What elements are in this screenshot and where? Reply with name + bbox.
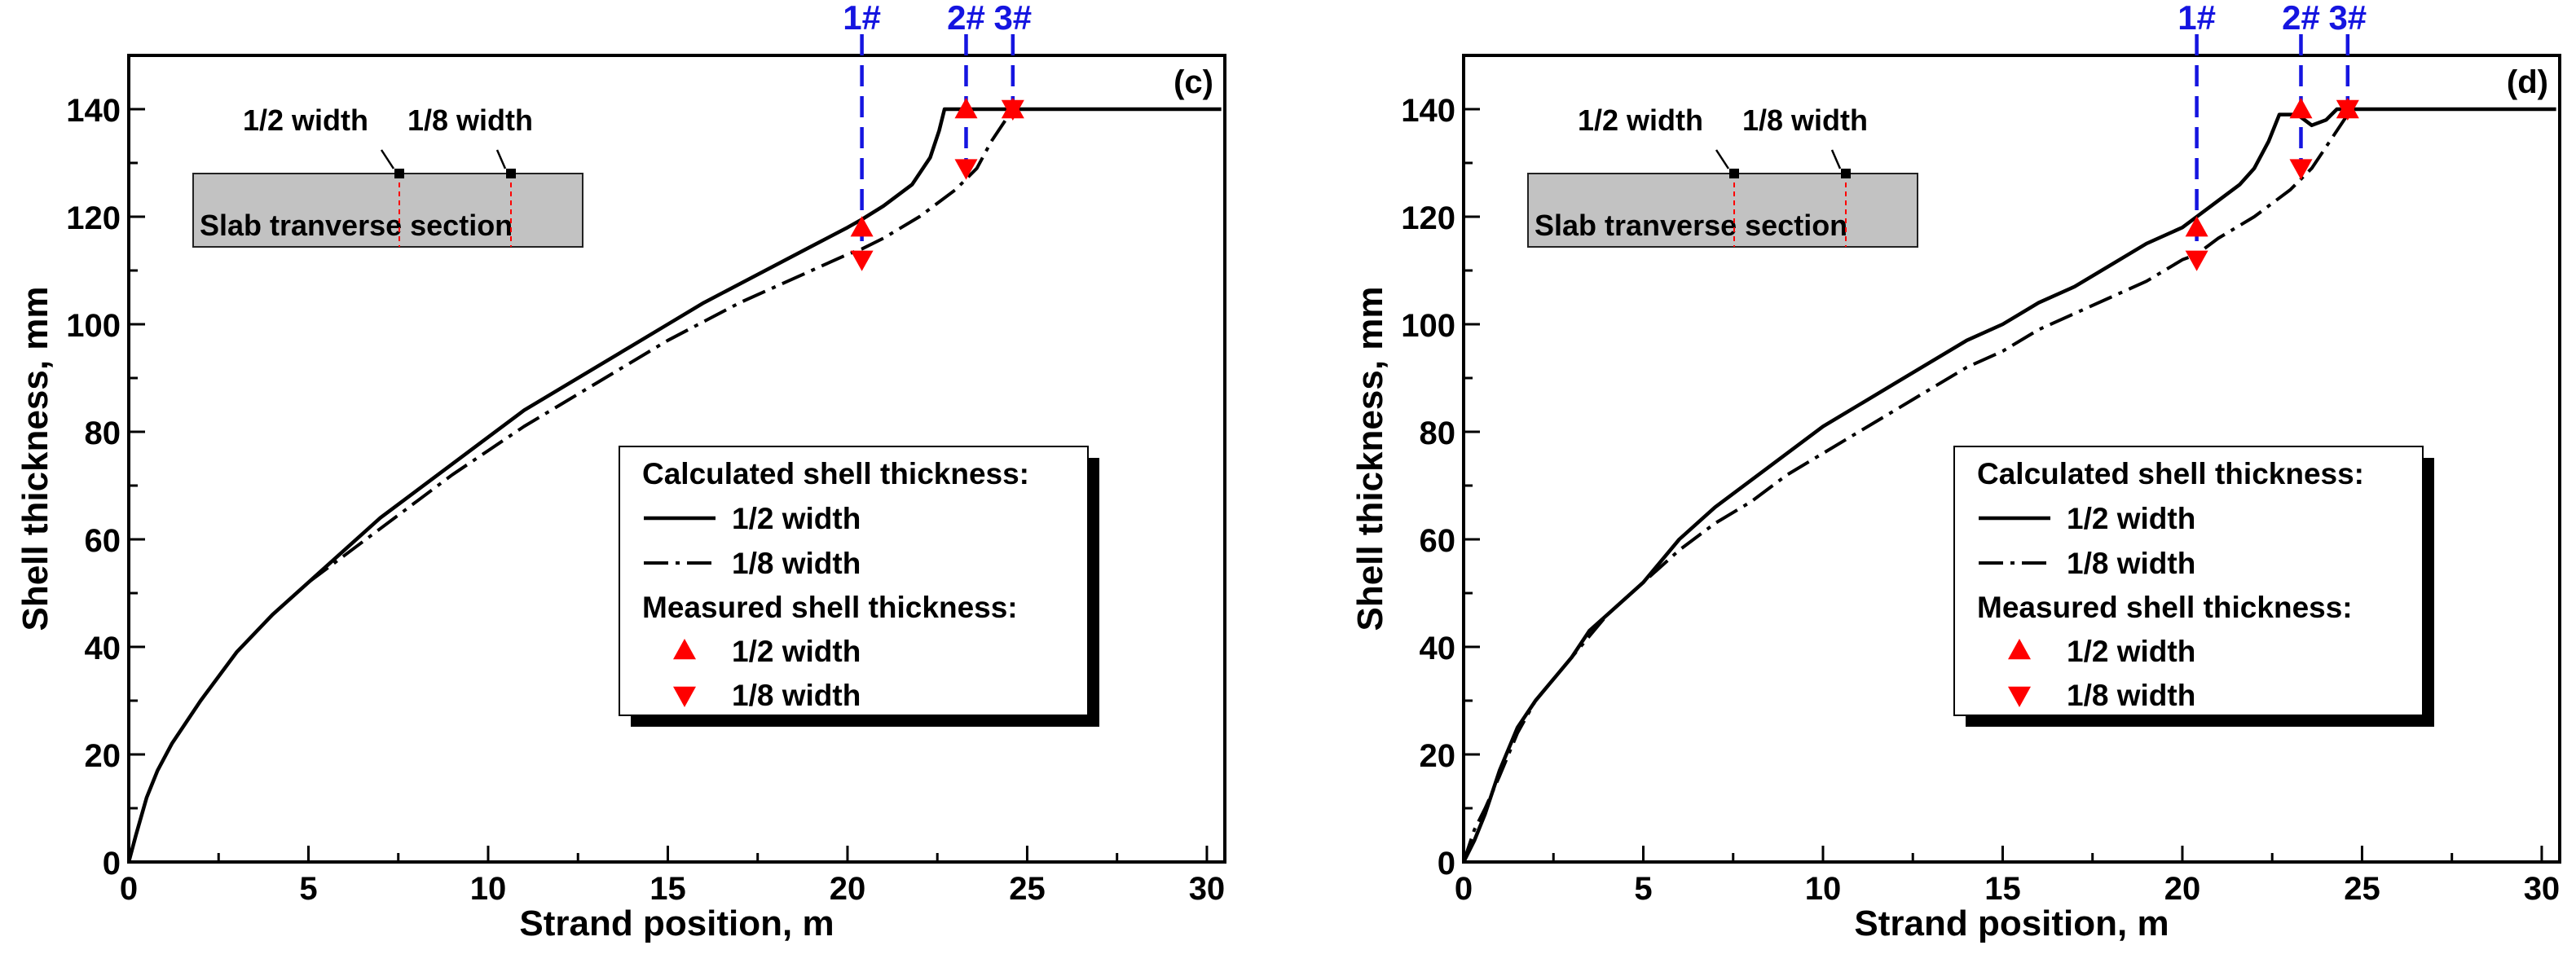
y-tick-label: 140 xyxy=(1401,93,1455,129)
slab-section-label: Slab tranverse section xyxy=(200,209,513,242)
legend-calc-title: Calculated shell thickness: xyxy=(642,457,1029,490)
half-width-point-marker xyxy=(1729,169,1739,178)
legend-box xyxy=(1953,446,2424,716)
legend-meas-title: Measured shell thickness: xyxy=(642,591,1018,624)
y-tick-label: 120 xyxy=(1401,200,1455,236)
eighth-width-marker-label: 1/8 width xyxy=(1742,103,1868,137)
x-tick-label: 5 xyxy=(299,871,317,907)
y-tick-label: 100 xyxy=(1401,308,1455,344)
calc-half-width-curve xyxy=(126,107,1222,863)
half-width-marker-label: 1/2 width xyxy=(1578,103,1703,137)
x-tick-label: 15 xyxy=(1984,871,2021,907)
half-width-point-marker xyxy=(394,169,404,178)
chart-panel-d: 0 20 40 60 80 100 120 140 0 5 10 15 20 25 30 Strand pos… xyxy=(1335,0,2576,963)
chart-svg-d: 0 20 40 60 80 100 120 140 0 5 10 15 20 25 30 Strand pos… xyxy=(1350,0,2561,943)
legend-calc-eighth-label: 1/8 width xyxy=(732,547,861,580)
x-tick-label: 10 xyxy=(1805,871,1842,907)
eighth-width-marker-label: 1/8 width xyxy=(407,103,533,137)
measured-half-width-marker xyxy=(2185,216,2208,237)
measured-eighth-width-marker xyxy=(954,159,978,180)
y-tick-label: 120 xyxy=(66,200,121,236)
half-width-pointer xyxy=(380,149,395,169)
x-axis-label: Strand position, m xyxy=(519,904,834,943)
x-tick-label: 20 xyxy=(830,871,866,907)
calc-eighth-width-curve xyxy=(307,108,1035,584)
plot-frame xyxy=(1462,54,2561,864)
eighth-width-pointer xyxy=(1830,149,1842,169)
chart-panel-c: 0 20 40 60 80 100 120 140 0 5 10 15 20 25 30 Strand pos… xyxy=(15,0,1226,943)
measured-half-width-marker xyxy=(850,216,874,237)
measured-half-width-marker xyxy=(954,98,978,119)
y-tick-label: 80 xyxy=(1420,416,1456,451)
measurement-position-label: 3# xyxy=(2328,0,2367,37)
calc-eighth-width-curve xyxy=(1462,108,2370,863)
y-tick-label: 40 xyxy=(85,631,121,666)
legend-triangle-up-icon xyxy=(2008,639,2031,660)
x-tick-label: 0 xyxy=(120,871,138,907)
eighth-width-point-marker xyxy=(1841,169,1851,178)
x-tick-label: 10 xyxy=(470,871,507,907)
x-axis-label: Strand position, m xyxy=(1854,904,2169,943)
legend-meas-title: Measured shell thickness: xyxy=(1977,591,2353,624)
x-tick-label: 30 xyxy=(1189,871,1226,907)
x-tick-label: 5 xyxy=(1634,871,1652,907)
eighth-width-point-marker xyxy=(506,169,516,178)
legend-triangle-up-icon xyxy=(673,639,696,660)
panel-label: (d) xyxy=(2507,64,2548,100)
legend-meas-eighth-label: 1/8 width xyxy=(2067,679,2195,712)
x-tick-label: 15 xyxy=(650,871,686,907)
chart-svg-c: 0 20 40 60 80 100 120 140 0 5 10 15 20 25 30 Strand pos… xyxy=(15,0,1226,943)
legend-meas-half-label: 1/2 width xyxy=(2067,635,2195,668)
measurement-position-label: 1# xyxy=(2177,0,2216,37)
eighth-width-pointer xyxy=(495,149,507,169)
y-axis-label: Shell thickness, mm xyxy=(15,286,55,631)
measured-eighth-width-marker xyxy=(2289,159,2313,180)
legend-calc-half-label: 1/2 width xyxy=(2067,502,2195,535)
x-tick-label: 20 xyxy=(2164,871,2201,907)
legend-box xyxy=(619,446,1089,716)
y-tick-label: 60 xyxy=(85,523,121,559)
slab-section-rect xyxy=(1527,173,1918,248)
legend-calc-title: Calculated shell thickness: xyxy=(1977,457,2364,490)
half-width-pointer xyxy=(1715,149,1730,169)
measurement-position-label: 3# xyxy=(993,0,1032,37)
legend-meas-half-label: 1/2 width xyxy=(732,635,861,668)
measured-eighth-width-marker xyxy=(1001,99,1024,121)
y-tick-label: 20 xyxy=(1420,738,1456,774)
y-tick-label: 0 xyxy=(1438,846,1455,882)
measurement-position-label: 2# xyxy=(947,0,985,37)
measured-eighth-width-marker xyxy=(850,250,874,271)
x-tick-label: 25 xyxy=(1009,871,1046,907)
x-tick-label: 30 xyxy=(2524,871,2561,907)
legend-calc-eighth-label: 1/8 width xyxy=(2067,547,2195,580)
y-tick-label: 20 xyxy=(85,738,121,774)
legend-triangle-down-icon xyxy=(673,686,696,707)
x-tick-label: 25 xyxy=(2344,871,2380,907)
y-tick-label: 40 xyxy=(1420,631,1456,666)
panel-label: (c) xyxy=(1174,64,1213,100)
half-width-marker-label: 1/2 width xyxy=(243,103,368,137)
measured-eighth-width-marker xyxy=(2336,99,2359,121)
legend-meas-eighth-label: 1/8 width xyxy=(732,679,861,712)
y-tick-label: 0 xyxy=(103,846,121,882)
measured-eighth-width-marker xyxy=(2185,250,2208,271)
x-tick-label: 0 xyxy=(1455,871,1473,907)
legend-calc-half-label: 1/2 width xyxy=(732,502,861,535)
slab-section-rect xyxy=(192,173,583,248)
y-tick-label: 140 xyxy=(66,93,121,129)
y-tick-label: 100 xyxy=(66,308,121,344)
measurement-position-label: 2# xyxy=(2282,0,2320,37)
measured-half-width-marker xyxy=(2289,98,2313,119)
legend-triangle-down-icon xyxy=(2008,686,2031,707)
y-tick-label: 80 xyxy=(85,416,121,451)
slab-section-label: Slab tranverse section xyxy=(1535,209,1847,242)
y-axis-label: Shell thickness, mm xyxy=(1350,286,1390,631)
measurement-position-label: 1# xyxy=(843,0,881,37)
plot-frame xyxy=(127,54,1226,864)
y-tick-label: 60 xyxy=(1420,523,1456,559)
